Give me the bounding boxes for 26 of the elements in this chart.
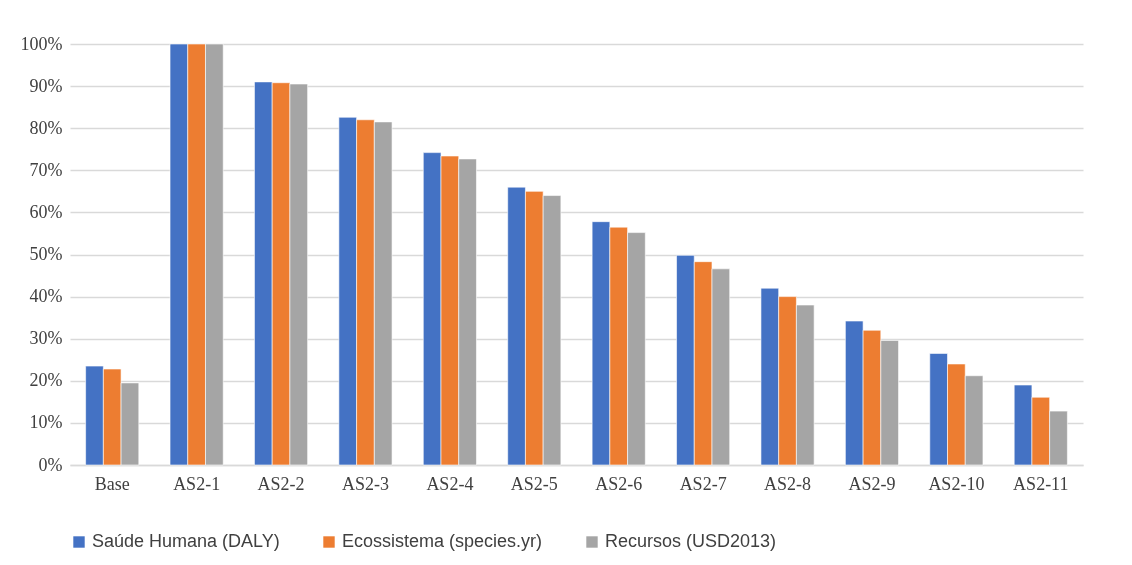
y-tick-label: 0% bbox=[38, 454, 63, 475]
y-tick-label: 30% bbox=[29, 328, 63, 349]
x-tick-label: AS2-6 bbox=[595, 473, 643, 494]
y-tick-label: 70% bbox=[29, 159, 63, 180]
y-tick-label: 40% bbox=[29, 286, 63, 307]
x-tick-label: AS2-1 bbox=[173, 473, 221, 494]
x-tick-label: AS2-4 bbox=[426, 473, 474, 494]
legend-label: Ecossistema (species.yr) bbox=[342, 531, 543, 551]
x-tick-label: AS2-2 bbox=[257, 473, 305, 494]
x-tick-label: AS2-11 bbox=[1013, 473, 1069, 494]
y-tick-label: 60% bbox=[29, 201, 63, 222]
y-tick-label: 90% bbox=[29, 75, 63, 96]
y-tick-label: 20% bbox=[29, 370, 63, 391]
x-tick-label: AS2-9 bbox=[848, 473, 896, 494]
x-tick-label: AS2-5 bbox=[510, 473, 558, 494]
x-tick-label: AS2-8 bbox=[764, 473, 812, 494]
y-tick-label: 50% bbox=[29, 244, 63, 264]
y-tick-label: 80% bbox=[29, 117, 63, 138]
legend-label: Saúde Humana (DALY) bbox=[92, 531, 280, 551]
legend-label: Recursos (USD2013) bbox=[605, 531, 777, 551]
x-tick-label: Base bbox=[94, 473, 130, 494]
y-tick-label: 100% bbox=[20, 33, 63, 54]
x-tick-label: AS2-3 bbox=[341, 473, 389, 494]
y-tick-label: 10% bbox=[29, 412, 63, 433]
x-tick-label: AS2-7 bbox=[679, 473, 727, 494]
x-tick-label: AS2-10 bbox=[928, 473, 985, 494]
